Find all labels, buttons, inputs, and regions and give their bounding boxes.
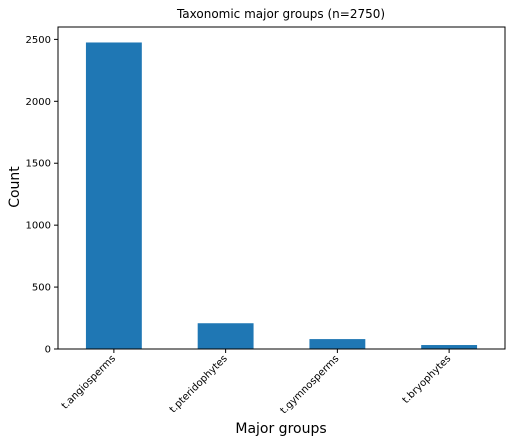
y-tick-label: 500 — [32, 283, 51, 294]
bar-t-bryophytes — [421, 345, 478, 349]
x-tick-label: t.bryophytes — [401, 353, 454, 406]
plot-frame — [57, 26, 506, 350]
bar-t-gymnosperms — [309, 339, 366, 349]
x-tick-label: t.gymnosperms — [278, 353, 341, 416]
y-tick-label: 1000 — [26, 221, 51, 232]
x-axis: t.angiosperms t.pteridophytes t.gymnosperm… — [60, 349, 454, 416]
y-tick-label: 1500 — [26, 159, 51, 170]
x-tick-label: t.pteridophytes — [168, 353, 230, 415]
y-tick-label: 2500 — [26, 35, 51, 46]
y-axis-label: Count — [7, 166, 23, 208]
chart-title: Taxonomic major groups (n=2750) — [176, 7, 385, 21]
x-axis-label: Major groups — [235, 421, 326, 437]
y-tick-label: 2000 — [26, 97, 51, 108]
bars-group — [85, 42, 478, 349]
bar-t-angiosperms — [85, 42, 142, 349]
y-axis: 0 500 1000 1500 2000 2500 — [26, 35, 58, 356]
bar-t-pteridophytes — [197, 323, 254, 349]
y-tick-label: 0 — [45, 345, 51, 356]
x-tick-label: t.angiosperms — [60, 353, 118, 411]
